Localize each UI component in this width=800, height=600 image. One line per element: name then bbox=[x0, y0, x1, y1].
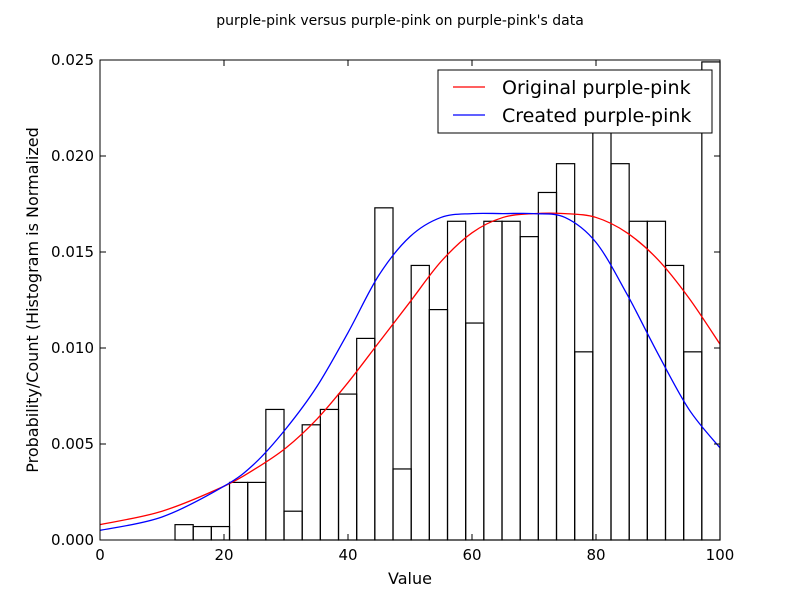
x-axis-ticks: 0 20 40 60 80 100 bbox=[95, 60, 734, 564]
chart-title: purple-pink versus purple-pink on purple… bbox=[216, 13, 584, 29]
x-tick-label: 0 bbox=[95, 546, 105, 564]
y-tick-label: 0.005 bbox=[51, 435, 94, 453]
y-tick-label: 0.020 bbox=[51, 147, 94, 165]
legend-box bbox=[437, 69, 713, 134]
legend: Original purple-pink Created purple-pink bbox=[437, 69, 713, 134]
series-line bbox=[99, 212, 721, 532]
x-axis-label: Value bbox=[388, 569, 432, 588]
y-axis-ticks: 0.000 0.005 0.010 0.015 0.020 0.025 bbox=[51, 51, 720, 549]
series-line bbox=[99, 212, 721, 526]
legend-label: Original purple-pink bbox=[502, 77, 691, 99]
series-lines bbox=[99, 212, 721, 532]
legend-label: Created purple-pink bbox=[502, 105, 691, 127]
y-tick-label: 0.000 bbox=[51, 531, 94, 549]
y-axis-label: Probability/Count (Histogram is Normaliz… bbox=[23, 127, 42, 473]
x-tick-label: 40 bbox=[338, 546, 357, 564]
y-tick-label: 0.010 bbox=[51, 339, 94, 357]
y-tick-label: 0.025 bbox=[51, 51, 94, 69]
x-tick-label: 60 bbox=[462, 546, 481, 564]
plot-frame bbox=[99, 59, 721, 541]
x-tick-label: 20 bbox=[214, 546, 233, 564]
x-tick-label: 80 bbox=[586, 546, 605, 564]
x-tick-label: 100 bbox=[706, 546, 735, 564]
y-tick-label: 0.015 bbox=[51, 243, 94, 261]
